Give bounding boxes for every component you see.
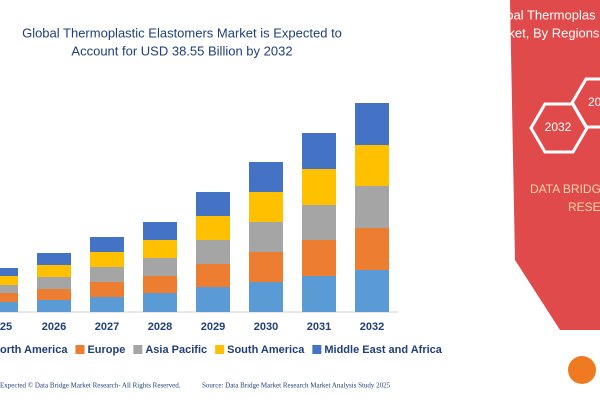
bar-segment <box>37 300 71 312</box>
x-tick-label: 2032 <box>360 321 384 333</box>
bar-segment <box>302 169 336 205</box>
bar-segment <box>90 267 124 282</box>
bar-segment <box>37 265 71 277</box>
bar-segment <box>90 282 124 297</box>
plot: 25 2026 2027 2028 2029 2030 2031 2032 orth Ameri… <box>0 103 443 356</box>
x-tick-label: 2029 <box>201 321 225 333</box>
bar-segment <box>196 216 230 240</box>
x-tick-label: 2028 <box>148 321 172 333</box>
bar-segment <box>302 240 336 276</box>
bar-segment <box>249 162 283 192</box>
footer-left: Expected © Data Bridge Market Research- … <box>0 382 181 390</box>
legend-swatch <box>312 345 322 354</box>
legend-swatch <box>75 345 85 354</box>
bar-segment <box>196 287 230 312</box>
bar-segment <box>90 297 124 312</box>
bar-segment <box>0 302 18 312</box>
side-panel <box>500 0 600 330</box>
bar-segment <box>355 270 389 312</box>
panel-title: Global Thermoplas <box>486 7 596 22</box>
bar-segment <box>249 252 283 282</box>
legend-label: South America <box>227 344 305 356</box>
bar-segment <box>249 192 283 222</box>
legend-label: Europe <box>87 344 125 356</box>
bar-segment <box>0 268 18 276</box>
bar-segment <box>0 285 18 293</box>
bar-segment <box>143 240 177 258</box>
bar-segment <box>37 289 71 300</box>
hex-label: 2032 <box>545 120 572 134</box>
bar-segment <box>249 282 283 312</box>
brand-text: RESEA <box>568 200 600 214</box>
legend-swatch <box>133 345 143 354</box>
bar-segment <box>355 145 389 186</box>
bar-segment <box>196 264 230 287</box>
x-tick-label: 2031 <box>307 321 331 333</box>
bar-segment <box>143 293 177 312</box>
bar-segment <box>196 192 230 216</box>
bar-segment <box>0 293 18 302</box>
legend-label: Asia Pacific <box>145 344 207 356</box>
logo <box>568 356 596 384</box>
bar-segment <box>302 205 336 240</box>
panel-title: Market, By Regions, <box>486 25 600 40</box>
legend-label: Middle East and Africa <box>324 344 442 356</box>
bar-segment <box>196 240 230 264</box>
chart-subtitle: Account for USD 38.55 Billion by 2032 <box>71 43 292 58</box>
legend-swatch <box>215 345 225 354</box>
bar-segment <box>37 277 71 289</box>
hexagon <box>570 77 600 129</box>
bar-segment <box>302 133 336 169</box>
bar-segment <box>90 252 124 267</box>
bar-segment <box>302 276 336 312</box>
bar-segment <box>90 237 124 252</box>
bar-segment <box>0 276 18 285</box>
bar-segment <box>355 103 389 145</box>
bar-segment <box>143 258 177 276</box>
brand-text: DATA BRIDG <box>530 182 600 196</box>
bar-segment <box>355 186 389 228</box>
x-tick-label: 2030 <box>254 321 278 333</box>
x-tick-label: 2027 <box>95 321 119 333</box>
legend-label: orth America <box>0 344 68 356</box>
bar-segment <box>143 276 177 293</box>
chart-title: Global Thermoplastic Elastomers Market i… <box>22 25 342 40</box>
bar-segment <box>37 253 71 265</box>
footer-right: Source: Data Bridge Market Research Mark… <box>202 382 391 390</box>
x-tick-label: 25 <box>0 321 12 333</box>
bar-segment <box>249 222 283 252</box>
bar-segment <box>143 222 177 240</box>
hex-label: 20 <box>588 95 600 109</box>
bar-segment <box>355 228 389 270</box>
x-tick-label: 2026 <box>42 321 66 333</box>
